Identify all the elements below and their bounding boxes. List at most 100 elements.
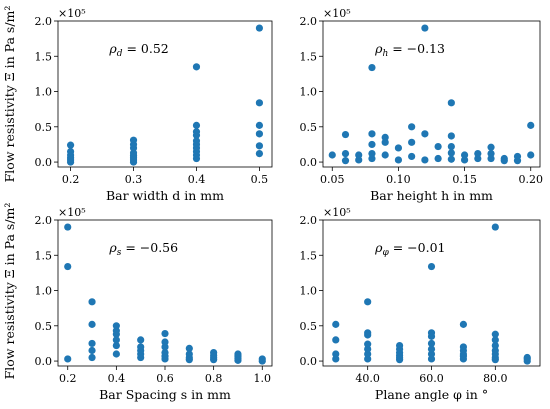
data-point — [364, 329, 372, 337]
y-scale-multiplier: ×10⁵ — [323, 206, 351, 219]
data-point — [332, 350, 340, 358]
data-point — [332, 336, 340, 344]
y-tick-label: 1.0 — [300, 285, 318, 298]
data-point — [381, 151, 389, 159]
data-point — [523, 353, 531, 362]
data-point — [459, 343, 468, 351]
y-tick-label: 1.5 — [35, 249, 53, 262]
data-point — [459, 320, 468, 328]
plot-frame — [322, 20, 541, 168]
data-point — [421, 24, 429, 32]
x-tick-label: 0.3 — [125, 173, 143, 186]
y-scale-multiplier: ×10⁵ — [58, 7, 86, 20]
data-point — [88, 339, 96, 348]
y-tick-label: 0.0 — [300, 355, 318, 368]
data-point — [255, 130, 264, 138]
data-point — [460, 151, 469, 159]
y-tick-label: 0.5 — [35, 121, 53, 134]
x-tick-label: 0.4 — [108, 372, 126, 385]
data-point — [513, 152, 522, 161]
data-point — [210, 348, 218, 357]
rho-symbol: ρ — [374, 240, 383, 255]
y-tick-label: 1.5 — [35, 50, 53, 63]
data-point — [332, 355, 340, 363]
shared-ylabel-bottom: Flow resistivity Ξ in Pa s/m² — [2, 203, 17, 380]
data-point — [161, 348, 169, 357]
data-point — [341, 157, 350, 165]
data-point — [491, 223, 499, 231]
data-point — [500, 154, 508, 163]
data-point — [88, 298, 96, 306]
x-tick-label: 40.0 — [355, 372, 380, 385]
data-point — [491, 336, 499, 344]
x-tick-label: 0.2 — [59, 372, 77, 385]
data-point — [328, 151, 336, 159]
panel-3: 0.2 0.4 0.6 0.8 1.0 0.0 0.5 1.0 1.5 2.0 ×10⁵ Bar Sp… — [35, 206, 273, 402]
data-point — [185, 344, 193, 352]
data-point — [527, 151, 535, 159]
data-point — [421, 156, 429, 164]
data-point — [88, 346, 96, 355]
correlation-value: = −0.13 — [388, 41, 445, 56]
x-tick-label: 0.6 — [156, 372, 174, 385]
rho-subscript: d — [117, 49, 123, 59]
data-point — [341, 149, 350, 158]
x-tick-label: 0.10 — [386, 173, 411, 186]
x-tick-label: 0.05 — [320, 173, 345, 186]
data-point — [255, 149, 264, 158]
data-point — [447, 155, 455, 163]
x-tick-label: 0.5 — [251, 173, 269, 186]
y-tick-label: 1.0 — [35, 86, 53, 99]
data-point — [491, 330, 499, 338]
x-tick-label: 0.20 — [518, 173, 543, 186]
data-point — [487, 143, 495, 151]
y-scale-multiplier: ×10⁵ — [323, 7, 351, 20]
data-point — [341, 130, 350, 139]
x-tick-label: 80.0 — [483, 372, 508, 385]
plot-frame — [57, 20, 273, 168]
data-point — [427, 329, 436, 337]
data-point — [112, 350, 120, 358]
shared-ylabel-top: Flow resistivity Ξ in Pa s/m² — [2, 6, 17, 183]
data-point — [408, 152, 416, 161]
rho-symbol: ρ — [374, 41, 383, 56]
data-point — [527, 121, 535, 129]
data-point — [427, 262, 436, 271]
data-point — [192, 137, 201, 145]
y-tick-label: 0.0 — [35, 355, 53, 368]
data-point — [255, 24, 264, 32]
data-point — [258, 355, 266, 363]
correlation-value: = −0.56 — [121, 240, 178, 255]
data-point — [394, 144, 403, 152]
panel-1: 0.2 0.3 0.4 0.5 0.0 0.5 1.0 1.5 2.0 ×10⁵ Bar width… — [35, 7, 273, 203]
data-point — [381, 133, 389, 141]
data-point — [427, 355, 436, 363]
data-point — [447, 99, 455, 107]
x-axis-label: Bar Spacing s in mm — [99, 387, 231, 402]
data-point — [364, 298, 372, 306]
data-point — [434, 142, 442, 151]
data-point — [364, 345, 372, 353]
data-point — [112, 327, 120, 335]
data-point — [474, 154, 482, 163]
x-tick-label: 1.0 — [254, 372, 272, 385]
data-point — [381, 138, 389, 146]
data-point — [66, 147, 75, 156]
data-point — [64, 262, 72, 271]
correlation-value: = 0.52 — [122, 41, 168, 56]
data-point — [88, 320, 96, 328]
x-axis-label: Bar width d in mm — [106, 188, 224, 203]
data-point — [487, 149, 495, 158]
data-point — [408, 138, 416, 146]
data-point — [161, 338, 169, 346]
y-tick-label: 2.0 — [300, 214, 318, 227]
data-point — [66, 141, 75, 149]
y-tick-label: 1.0 — [300, 86, 318, 99]
data-point — [364, 355, 372, 363]
data-point — [421, 130, 429, 138]
data-point — [395, 341, 404, 350]
data-point — [427, 345, 436, 353]
y-tick-label: 1.0 — [35, 285, 53, 298]
data-point — [192, 63, 201, 71]
panel-4: 40.0 60.0 80.0 0.0 0.5 1.0 1.5 2.0 ×10⁵ Plane ang… — [300, 206, 541, 402]
